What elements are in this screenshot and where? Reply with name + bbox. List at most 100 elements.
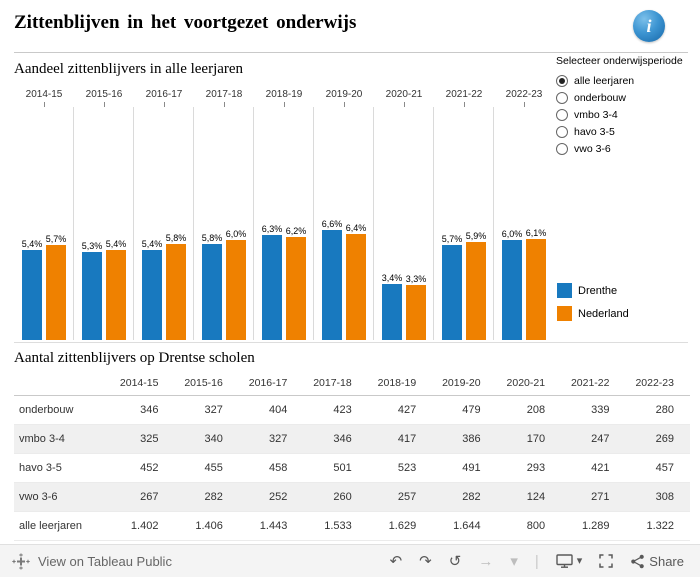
table-cell[interactable]: 124 bbox=[496, 482, 562, 512]
table-cell[interactable]: 404 bbox=[238, 395, 304, 425]
table-cell[interactable]: 423 bbox=[303, 395, 368, 425]
bar-nederland-2016-17[interactable] bbox=[166, 244, 186, 340]
bar-value-label: 6,3% bbox=[261, 224, 283, 234]
radio-option-onderbouw[interactable]: onderbouw bbox=[556, 92, 698, 104]
table-cell[interactable]: 479 bbox=[432, 395, 497, 425]
table-cell[interactable]: 346 bbox=[110, 395, 175, 425]
table-cell[interactable]: 170 bbox=[496, 424, 562, 454]
table-cell[interactable]: 1.629 bbox=[367, 511, 433, 541]
table-cell[interactable]: 282 bbox=[432, 482, 497, 512]
bar-value-label: 5,8% bbox=[201, 233, 223, 243]
table-cell[interactable]: 491 bbox=[432, 453, 497, 483]
bar-drenthe-2020-21[interactable] bbox=[382, 284, 402, 340]
refresh-icon[interactable]: → bbox=[478, 552, 494, 570]
table-cell[interactable]: 327 bbox=[238, 424, 304, 454]
table-row-havo-3-5: havo 3-5 452 455 458 501 523 491 293 421 457 bbox=[14, 453, 690, 483]
bar-nederland-2015-16[interactable] bbox=[106, 250, 126, 340]
table-cell[interactable]: 267 bbox=[110, 482, 175, 512]
table-title: Aantal zittenblijvers op Drentse scholen bbox=[14, 350, 255, 366]
view-link-label: View on Tableau Public bbox=[38, 553, 172, 569]
row-label[interactable]: vwo 3-6 bbox=[14, 482, 110, 512]
table-cell[interactable]: 386 bbox=[432, 424, 497, 454]
table-cell[interactable]: 417 bbox=[367, 424, 433, 454]
fullscreen-icon[interactable] bbox=[599, 554, 614, 568]
table-cell[interactable]: 1.443 bbox=[238, 511, 304, 541]
x-axis-label: 2021-22 bbox=[445, 89, 483, 100]
bar-nederland-2020-21[interactable] bbox=[406, 285, 426, 340]
table-cell[interactable]: 452 bbox=[110, 453, 175, 483]
info-button[interactable]: i bbox=[633, 10, 665, 42]
table-cell[interactable]: 427 bbox=[367, 395, 433, 425]
table-cell[interactable]: 252 bbox=[238, 482, 304, 512]
radio-option-vmbo-3-4[interactable]: vmbo 3-4 bbox=[556, 109, 698, 121]
table-cell[interactable]: 308 bbox=[625, 482, 690, 512]
view-on-tableau-public-link[interactable]: View on Tableau Public bbox=[12, 553, 172, 570]
table-cell[interactable]: 458 bbox=[238, 453, 304, 483]
table-cell[interactable]: 340 bbox=[174, 424, 239, 454]
table-cell[interactable]: 327 bbox=[174, 395, 239, 425]
table-cell[interactable]: 1.644 bbox=[432, 511, 497, 541]
table-cell[interactable]: 501 bbox=[303, 453, 368, 483]
bar-drenthe-2018-19[interactable] bbox=[262, 235, 282, 340]
table-cell[interactable]: 208 bbox=[496, 395, 562, 425]
chart-column-2021-22: 2021-22 5,7% 5,9% bbox=[434, 86, 494, 340]
share-button[interactable]: Share bbox=[630, 554, 684, 569]
bar-nederland-2017-18[interactable] bbox=[226, 240, 246, 340]
table-cell[interactable]: 346 bbox=[303, 424, 368, 454]
bar-nederland-2018-19[interactable] bbox=[286, 237, 306, 340]
download-caret-icon: ▾ bbox=[576, 554, 583, 567]
filter-panel: Selecteer onderwijsperiode alle leerjare… bbox=[556, 55, 698, 160]
table-cell[interactable]: 1.406 bbox=[174, 511, 239, 541]
bar-drenthe-2022-23[interactable] bbox=[502, 240, 522, 340]
chart-title: Aandeel zittenblijvers in alle leerjaren bbox=[14, 61, 244, 77]
bar-drenthe-2014-15[interactable] bbox=[22, 250, 42, 340]
pause-caret-icon[interactable]: ▾ bbox=[510, 552, 518, 570]
bar-value-label: 6,2% bbox=[285, 226, 307, 236]
bar-nederland-2019-20[interactable] bbox=[346, 234, 366, 340]
table-cell[interactable]: 1.402 bbox=[110, 511, 175, 541]
table-cell[interactable]: 1.322 bbox=[625, 511, 690, 541]
redo-icon[interactable]: ↷ bbox=[419, 552, 432, 570]
table-cell[interactable]: 280 bbox=[625, 395, 690, 425]
table-cell[interactable]: 269 bbox=[625, 424, 690, 454]
legend-item-nederland[interactable]: Nederland bbox=[557, 306, 629, 321]
table-cell[interactable]: 293 bbox=[496, 453, 562, 483]
radio-option-alle-leerjaren[interactable]: alle leerjaren bbox=[556, 75, 698, 87]
table-cell[interactable]: 271 bbox=[561, 482, 626, 512]
row-label[interactable]: vmbo 3-4 bbox=[14, 424, 110, 454]
table-cell[interactable]: 421 bbox=[561, 453, 626, 483]
row-label[interactable]: alle leerjaren bbox=[14, 511, 110, 541]
table-cell[interactable]: 1.289 bbox=[561, 511, 626, 541]
table-cell[interactable]: 523 bbox=[367, 453, 433, 483]
table-cell[interactable]: 455 bbox=[174, 453, 239, 483]
reset-icon[interactable]: ↺ bbox=[448, 552, 462, 570]
radio-label: onderbouw bbox=[574, 92, 626, 104]
bar-nederland-2022-23[interactable] bbox=[526, 239, 546, 340]
x-axis-label: 2019-20 bbox=[325, 89, 363, 100]
row-label[interactable]: havo 3-5 bbox=[14, 453, 110, 483]
radio-option-vwo-3-6[interactable]: vwo 3-6 bbox=[556, 143, 698, 155]
row-label[interactable]: onderbouw bbox=[14, 395, 110, 425]
legend-item-drenthe[interactable]: Drenthe bbox=[557, 283, 629, 298]
bar-drenthe-2019-20[interactable] bbox=[322, 230, 342, 340]
table-cell[interactable]: 457 bbox=[625, 453, 690, 483]
table-cell[interactable]: 247 bbox=[561, 424, 626, 454]
bar-drenthe-2021-22[interactable] bbox=[442, 245, 462, 340]
table-cell[interactable]: 325 bbox=[110, 424, 175, 454]
bar-nederland-2014-15[interactable] bbox=[46, 245, 66, 340]
table-cell[interactable]: 260 bbox=[303, 482, 368, 512]
bar-drenthe-2016-17[interactable] bbox=[142, 250, 162, 340]
column-separator bbox=[373, 107, 374, 340]
undo-icon[interactable]: ↶ bbox=[389, 552, 403, 570]
table-cell[interactable]: 282 bbox=[174, 482, 239, 512]
x-axis-tick bbox=[164, 102, 165, 107]
bar-nederland-2021-22[interactable] bbox=[466, 242, 486, 340]
table-cell[interactable]: 257 bbox=[367, 482, 433, 512]
table-cell[interactable]: 800 bbox=[496, 511, 562, 541]
bar-drenthe-2015-16[interactable] bbox=[82, 252, 102, 340]
bar-drenthe-2017-18[interactable] bbox=[202, 244, 222, 340]
table-cell[interactable]: 339 bbox=[561, 395, 626, 425]
table-cell[interactable]: 1.533 bbox=[303, 511, 368, 541]
radio-option-havo-3-5[interactable]: havo 3-5 bbox=[556, 126, 698, 138]
download-button[interactable]: ▾ bbox=[556, 554, 583, 568]
